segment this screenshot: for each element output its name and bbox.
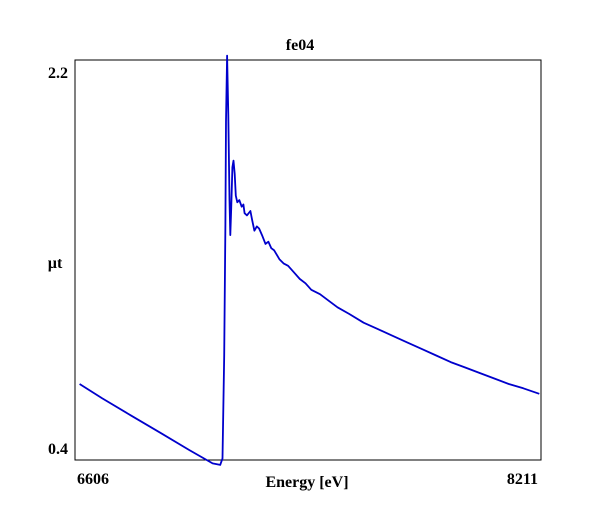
y-tick-label-min: 0.4: [48, 441, 68, 458]
y-tick-label-max: 2.2: [48, 65, 68, 82]
series-line-group: [79, 54, 540, 466]
x-tick-label-min: 6606: [77, 471, 109, 488]
y-axis-label: µt: [48, 255, 63, 272]
series-line-0: [79, 54, 540, 466]
x-axis-label: Energy [eV]: [265, 474, 348, 491]
chart-title: fe04: [286, 37, 314, 54]
plot-frame: [74, 59, 542, 461]
x-tick-label-max: 8211: [507, 471, 538, 488]
